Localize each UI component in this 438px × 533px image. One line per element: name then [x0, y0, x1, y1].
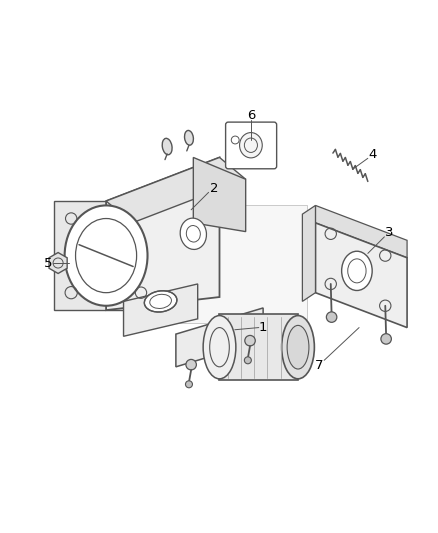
Polygon shape: [315, 223, 406, 328]
Ellipse shape: [341, 251, 371, 290]
Circle shape: [185, 359, 196, 370]
Polygon shape: [49, 253, 67, 273]
Polygon shape: [315, 205, 406, 258]
Text: 5: 5: [44, 256, 53, 270]
Ellipse shape: [64, 205, 147, 306]
Polygon shape: [219, 314, 297, 380]
Polygon shape: [123, 284, 197, 336]
Circle shape: [325, 312, 336, 322]
Text: 3: 3: [385, 226, 393, 239]
Ellipse shape: [184, 131, 193, 145]
Circle shape: [244, 335, 254, 346]
Polygon shape: [53, 201, 158, 310]
Ellipse shape: [162, 139, 172, 155]
Circle shape: [185, 381, 192, 388]
Polygon shape: [176, 308, 262, 367]
Polygon shape: [302, 205, 315, 301]
Circle shape: [380, 334, 391, 344]
Circle shape: [244, 357, 251, 364]
Polygon shape: [106, 157, 219, 310]
Ellipse shape: [286, 325, 308, 369]
Text: 1: 1: [258, 321, 267, 334]
Ellipse shape: [203, 316, 235, 379]
Ellipse shape: [281, 316, 314, 379]
Ellipse shape: [180, 218, 206, 249]
Polygon shape: [106, 157, 245, 223]
Text: 2: 2: [209, 182, 218, 196]
Text: 6: 6: [246, 109, 254, 122]
Ellipse shape: [239, 133, 261, 158]
Text: 4: 4: [368, 148, 376, 161]
Text: 7: 7: [314, 359, 322, 372]
Polygon shape: [193, 157, 245, 232]
FancyBboxPatch shape: [225, 122, 276, 169]
Polygon shape: [145, 205, 306, 323]
Ellipse shape: [144, 291, 177, 312]
